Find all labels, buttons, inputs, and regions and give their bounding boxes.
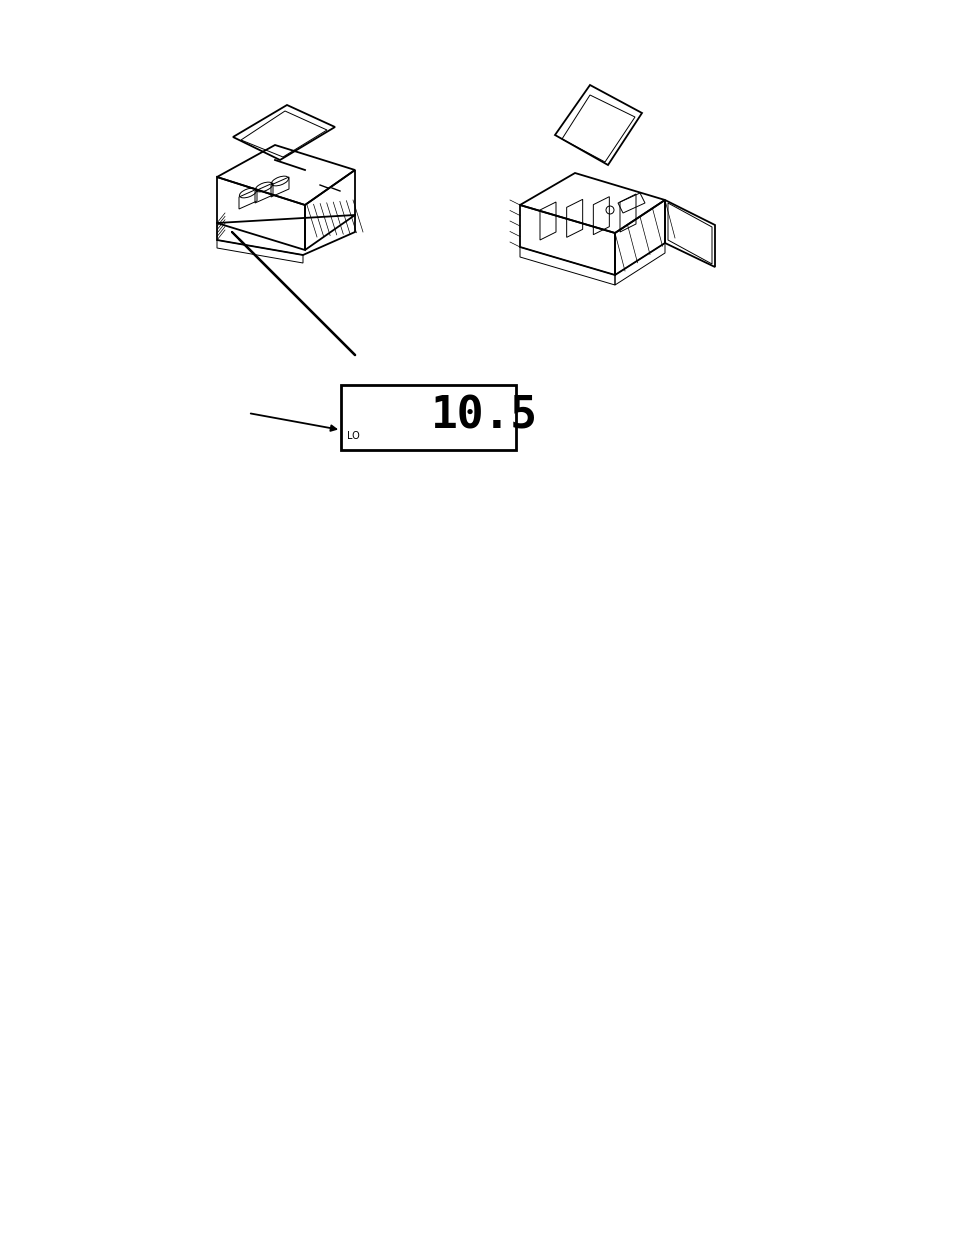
Bar [340, 385, 516, 450]
Text: 10.5: 10.5 [431, 395, 537, 437]
Text: LO: LO [346, 431, 359, 441]
